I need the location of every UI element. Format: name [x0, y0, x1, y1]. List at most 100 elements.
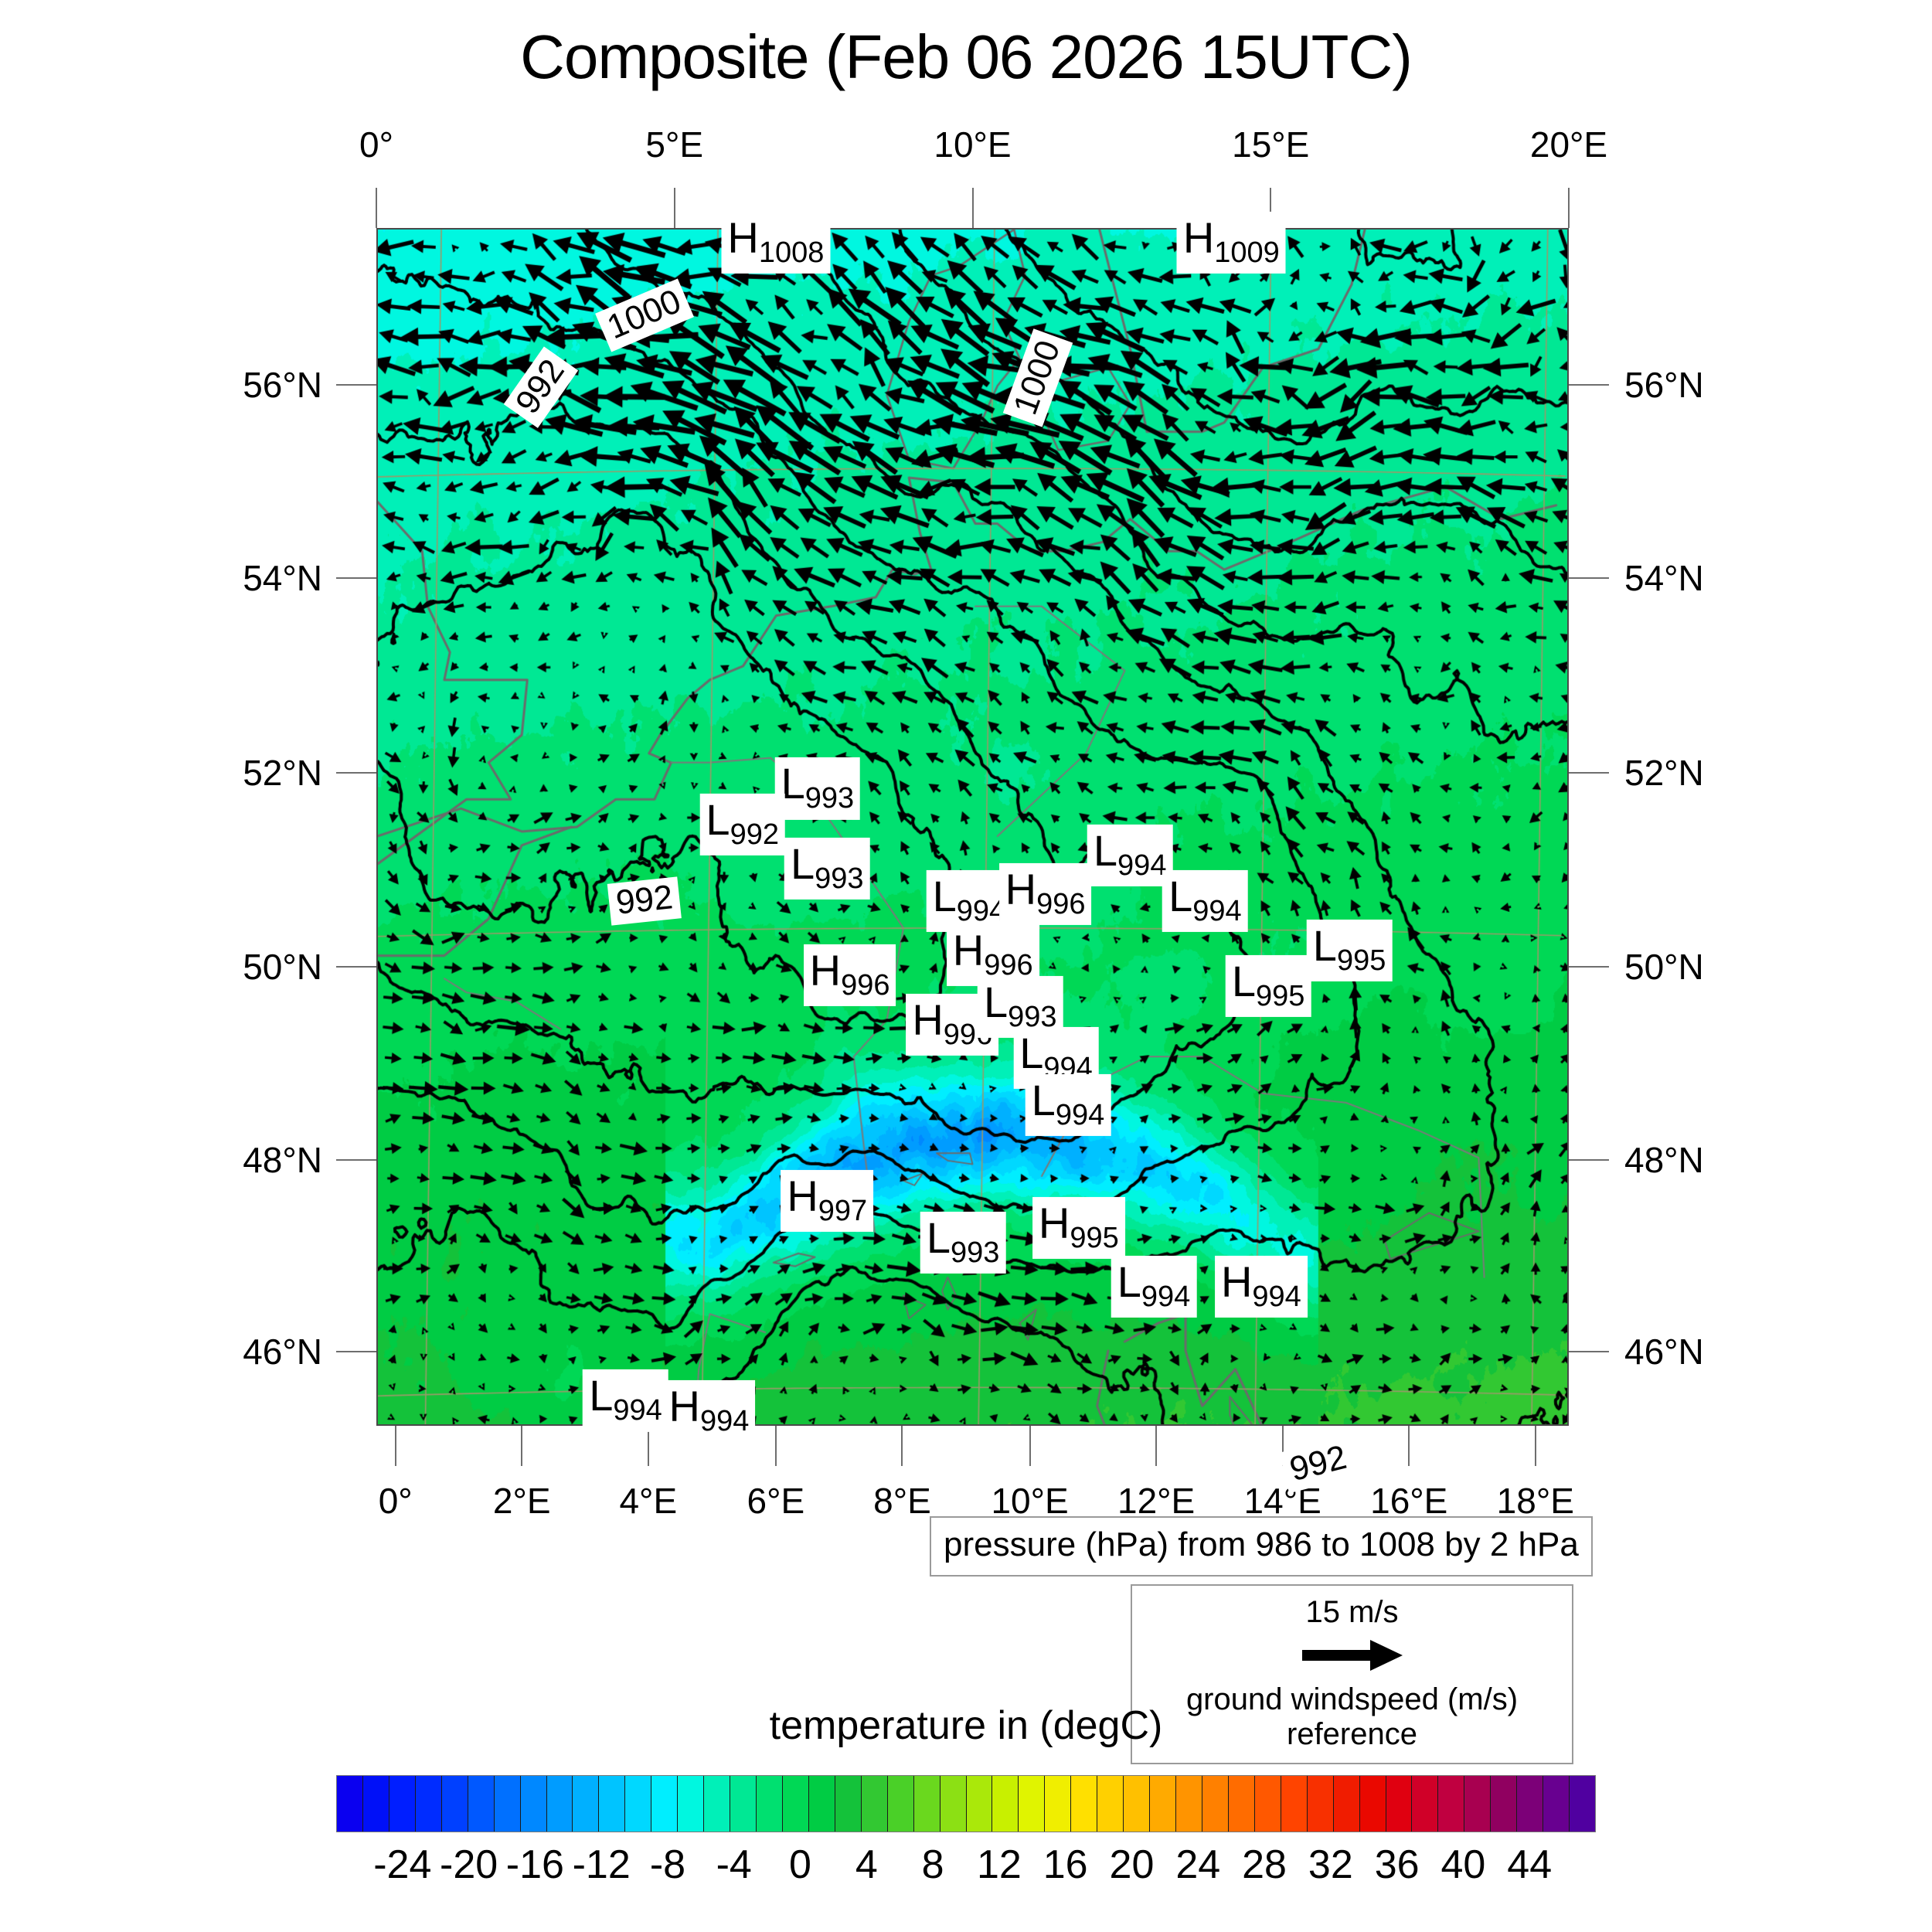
colorbar-title: temperature in (degC) [769, 1703, 1163, 1748]
colorbar-cell [835, 1776, 862, 1832]
pressure-center-value: 997 [818, 1194, 868, 1227]
colorbar-tick-label: 8 [921, 1842, 944, 1887]
pressure-center-value: 994 [956, 895, 1006, 928]
pressure-center-value: 992 [730, 818, 779, 851]
axis-tick [521, 1426, 523, 1466]
lon-label-bottom: 18°E [1496, 1481, 1574, 1521]
colorbar-cell [1333, 1776, 1360, 1832]
colorbar-cell [1307, 1776, 1334, 1832]
lat-label-right: 50°N [1624, 947, 1704, 988]
colorbar-tick-label: 44 [1507, 1842, 1553, 1887]
colorbar-tick-label: -8 [649, 1842, 686, 1887]
colorbar-cell [1176, 1776, 1202, 1832]
pressure-center-kind: L [983, 977, 1009, 1026]
pressure-center-value: 993 [951, 1236, 1000, 1269]
lon-label-bottom: 2°E [492, 1481, 551, 1521]
high-pressure-center-label: H1008 [721, 211, 831, 274]
pressure-center-kind: L [1312, 920, 1337, 970]
wind-reference-speed: 15 m/s [1305, 1595, 1399, 1629]
pressure-center-value: 995 [1070, 1222, 1119, 1255]
colorbar-cell [1517, 1776, 1544, 1832]
lat-label-left: 52°N [243, 753, 322, 794]
page-title: Composite (Feb 06 2026 15UTC) [520, 22, 1413, 91]
lon-label-bottom: 10°E [991, 1481, 1069, 1521]
axis-tick [971, 188, 974, 228]
lon-label-top: 0° [359, 124, 393, 165]
colorbar-cell [389, 1776, 416, 1832]
pressure-center-kind: L [1231, 957, 1257, 1006]
axis-tick [336, 966, 376, 968]
axis-tick [336, 577, 376, 579]
colorbar-tick-label: 12 [976, 1842, 1022, 1887]
colorbar-cell [362, 1776, 389, 1832]
colorbar-tick-label: 36 [1374, 1842, 1420, 1887]
colorbar-cell [940, 1776, 967, 1832]
colorbar-tick-label: 4 [855, 1842, 878, 1887]
axis-tick [1270, 188, 1272, 228]
pressure-center-kind: L [1019, 1029, 1044, 1078]
lat-label-left: 48°N [243, 1139, 322, 1180]
pressure-center-kind: H [1182, 213, 1215, 262]
axis-tick [647, 1426, 649, 1466]
axis-tick [1408, 1426, 1410, 1466]
colorbar-cell [678, 1776, 705, 1832]
pressure-center-value: 995 [1256, 980, 1305, 1013]
colorbar-cell [1045, 1776, 1072, 1832]
pressure-center-kind: L [706, 794, 730, 844]
colorbar-cell [966, 1776, 993, 1832]
colorbar-cell [1254, 1776, 1281, 1832]
colorbar-cell [1202, 1776, 1229, 1832]
lat-label-left: 50°N [243, 947, 322, 988]
pressure-center-value: 993 [815, 862, 864, 896]
colorbar-cell [494, 1776, 521, 1832]
axis-tick [774, 1426, 777, 1466]
pressure-center-kind: H [668, 1382, 701, 1431]
colorbar-cell [651, 1776, 679, 1832]
axis-tick [376, 188, 377, 228]
colorbar-cell [1543, 1776, 1570, 1832]
colorbar-cell [1281, 1776, 1308, 1832]
colorbar-tick-label: 0 [789, 1842, 811, 1887]
isobar-contour-label: 992 [1279, 1435, 1358, 1493]
colorbar-tick-label: -20 [440, 1842, 498, 1887]
axis-tick [1029, 1426, 1031, 1466]
colorbar-tick-label: 20 [1109, 1842, 1155, 1887]
temperature-colorbar[interactable] [336, 1775, 1596, 1832]
colorbar-tick-label: -4 [716, 1842, 752, 1887]
colorbar-cell [757, 1776, 783, 1832]
pressure-center-value: 994 [613, 1394, 662, 1427]
colorbar-cell [1150, 1776, 1176, 1832]
pressure-center-value: 994 [1141, 1281, 1191, 1314]
colorbar-tick-label: -16 [505, 1842, 564, 1887]
right-arrow-icon [1301, 1640, 1403, 1671]
lat-label-right: 46°N [1624, 1331, 1704, 1372]
axis-tick [1569, 1350, 1609, 1352]
axis-tick [336, 384, 376, 386]
colorbar-tick-labels: -24 -20 -16 -12 -8 -4 0 4 8 12 16 20 24 28 32 36 40 44 [0, 1842, 1932, 1896]
pressure-center-kind: L [589, 1371, 614, 1420]
axis-tick [1281, 1426, 1284, 1466]
axis-tick [336, 1350, 376, 1352]
colorbar-tick-label: 40 [1440, 1842, 1486, 1887]
lat-label-right: 54°N [1624, 557, 1704, 598]
pressure-center-value: 994 [700, 1405, 750, 1438]
axis-tick [1569, 1158, 1609, 1161]
pressure-center-value: 994 [1252, 1281, 1301, 1314]
colorbar-cell [730, 1776, 757, 1832]
colorbar-cell [861, 1776, 888, 1832]
low-pressure-center-label: L995 [1306, 919, 1393, 981]
colorbar-cell [1359, 1776, 1386, 1832]
axis-tick [336, 1158, 376, 1161]
colorbar-cell [1412, 1776, 1439, 1832]
pressure-center-kind: H [1005, 864, 1037, 913]
high-pressure-center-label: H996 [803, 944, 896, 1007]
axis-tick [1155, 1426, 1158, 1466]
colorbar-cell [415, 1776, 442, 1832]
wind-reference-legend: 15 m/s ground windspeed (m/s) reference [1131, 1584, 1573, 1764]
colorbar-cell [782, 1776, 809, 1832]
lon-label-top: 5°E [645, 124, 704, 165]
pressure-center-value: 996 [984, 948, 1033, 981]
lon-label-bottom: 16°E [1370, 1481, 1448, 1521]
high-pressure-center-label: H995 [1032, 1197, 1125, 1260]
low-pressure-center-label: L994 [1111, 1256, 1197, 1318]
